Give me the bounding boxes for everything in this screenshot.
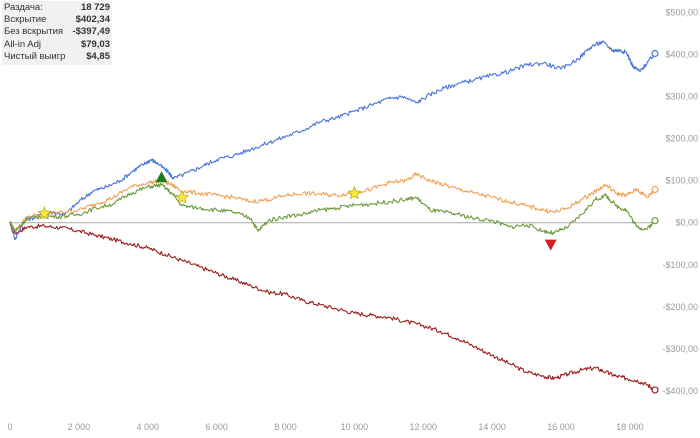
star-marker [37,206,52,220]
y-tick-label: -$200,00 [662,302,698,312]
x-tick-label: 6 000 [205,422,228,432]
x-tick-label: 18 000 [616,422,644,432]
stat-value: $402,34 [75,14,110,26]
y-tick-label: $100,00 [665,176,698,186]
stat-row-net-won: Чистый выигр $4,85 [4,51,110,63]
end-marker-non-showdown [651,386,659,394]
stat-label: Раздача: [4,2,43,13]
y-tick-label: $200,00 [665,134,698,144]
stat-value: 18 729 [80,2,110,13]
triangle-up-marker [155,171,168,183]
stat-row-allin-adj: All-in Adj $79,03 [4,39,110,51]
stat-value: -$397,49 [72,26,110,38]
x-tick-label: 0 [7,422,12,432]
x-tick-label: 2 000 [68,422,91,432]
stat-label: Без вскрытия [4,26,64,38]
y-tick-label: $300,00 [665,92,698,102]
stat-row-hands: Раздача: 18 729 [4,2,110,14]
y-tick-label: $0,00 [675,218,698,228]
y-tick-label: -$300,00 [662,344,698,354]
y-tick-label: -$100,00 [662,260,698,270]
stat-value: $79,03 [80,38,110,50]
series-line-net-won [9,182,656,235]
stat-label: All-in Adj [4,38,41,50]
x-tick-label: 4 000 [136,422,159,432]
x-tick-label: 14 000 [478,422,506,432]
y-tick-label: $400,00 [665,49,698,59]
x-tick-label: 8 000 [274,422,297,432]
stat-row-non-showdown: Без вскрытия -$397,49 [4,26,110,38]
end-marker-allin-adj [651,185,659,194]
x-tick-label: 12 000 [409,422,437,432]
end-marker-net-won [651,217,659,225]
star-marker [347,185,362,200]
stat-label: Чистый выигр [4,50,66,62]
stat-label: Вскрытие [4,14,47,26]
stat-value: $4,85 [86,50,110,62]
triangle-down-marker [544,239,557,251]
x-tick-label: 10 000 [341,422,369,432]
end-marker-showdown [651,49,659,58]
stats-panel: Раздача: 18 729 Вскрытие $402,34 Без вск… [2,1,112,65]
series-line-non-showdown [9,221,656,392]
x-tick-label: 16 000 [547,422,575,432]
star-marker [175,190,190,204]
y-tick-label: $500,00 [665,7,698,17]
y-tick-label: -$400,00 [662,386,698,396]
stat-row-showdown: Вскрытие $402,34 [4,14,110,26]
series-line-showdown [9,40,656,241]
